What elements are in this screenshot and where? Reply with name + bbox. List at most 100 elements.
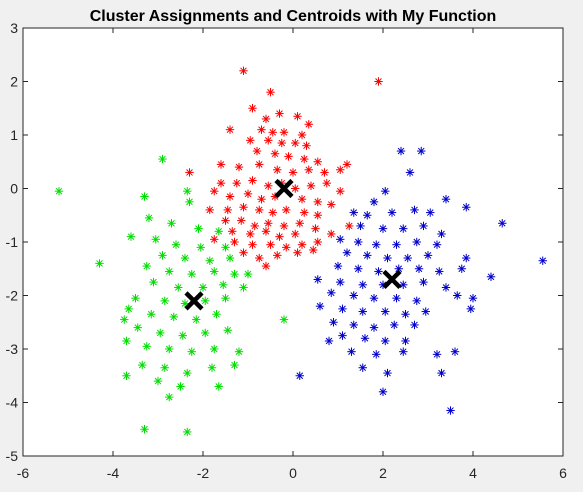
data-point-s1-20	[165, 267, 174, 276]
data-point-s0-4	[261, 114, 271, 124]
data-point-s2-76	[383, 368, 392, 378]
data-point-s1-60	[176, 382, 185, 391]
data-point-s2-72	[399, 347, 408, 356]
data-point-s0-59	[237, 216, 246, 225]
data-point-s0-51	[223, 205, 232, 215]
data-point-s0-75	[297, 240, 307, 249]
data-point-s0-24	[234, 162, 244, 172]
y-tick-label: 2	[10, 74, 18, 90]
data-point-s1-6	[167, 219, 176, 228]
data-point-s0-0	[239, 66, 248, 75]
data-point-s0-76	[313, 237, 322, 247]
data-point-s2-70	[347, 347, 356, 356]
data-point-s2-56	[381, 307, 390, 316]
data-point-s0-9	[268, 128, 277, 137]
data-point-s2-60	[329, 318, 338, 327]
data-point-s0-44	[243, 189, 253, 199]
data-point-s1-31	[160, 296, 169, 306]
x-tick-label: 0	[289, 465, 297, 481]
data-point-s2-22	[412, 237, 421, 247]
data-point-s1-36	[147, 310, 156, 319]
data-point-s1-30	[131, 293, 140, 303]
data-point-s1-52	[234, 347, 244, 356]
x-tick-label: 6	[559, 465, 567, 481]
data-point-s2-8	[387, 208, 397, 217]
data-point-s1-34	[221, 293, 230, 303]
data-point-s0-38	[291, 184, 300, 193]
data-point-s0-69	[291, 229, 300, 239]
data-point-s2-2	[405, 168, 415, 177]
data-point-s2-24	[342, 248, 352, 257]
y-tick-label: -1	[6, 234, 19, 250]
data-point-s0-56	[300, 208, 309, 217]
data-point-s1-55	[183, 368, 192, 378]
data-point-s2-0	[396, 146, 406, 156]
data-point-s1-24	[243, 269, 253, 279]
data-point-s1-49	[165, 344, 174, 354]
data-point-s2-11	[462, 203, 471, 212]
data-point-s1-8	[214, 227, 223, 236]
data-point-s0-71	[230, 237, 239, 247]
data-point-s0-48	[313, 197, 322, 207]
data-point-s2-7	[363, 211, 372, 220]
data-point-s2-25	[363, 251, 372, 260]
data-point-s1-59	[153, 376, 163, 386]
x-tick-label: 4	[469, 465, 477, 481]
data-point-s2-47	[349, 291, 358, 300]
centroid-marker-s3-0	[274, 178, 294, 199]
data-point-s1-26	[174, 283, 183, 292]
data-point-s0-18	[252, 146, 262, 156]
data-point-s2-66	[360, 334, 370, 343]
data-point-s1-43	[178, 331, 187, 340]
centroid-marker-s3-1	[184, 291, 204, 311]
data-point-s1-28	[219, 280, 228, 289]
data-point-s0-14	[264, 136, 273, 145]
data-point-s0-40	[322, 178, 331, 188]
data-point-s1-47	[122, 336, 131, 346]
data-point-s0-62	[279, 221, 289, 231]
data-point-s0-72	[248, 240, 257, 249]
data-point-s1-53	[138, 360, 147, 370]
data-point-s2-14	[399, 224, 408, 233]
data-point-s1-44	[201, 328, 210, 338]
data-point-s2-21	[392, 240, 401, 249]
data-point-s1-25	[149, 277, 158, 287]
data-point-s2-32	[374, 267, 383, 276]
data-point-s1-2	[183, 186, 192, 196]
data-point-s2-28	[423, 251, 433, 260]
data-point-s0-70	[210, 235, 219, 244]
data-point-s2-19	[354, 237, 363, 247]
data-point-s2-38	[313, 275, 322, 284]
data-point-s2-63	[390, 320, 399, 330]
data-point-s1-15	[180, 253, 190, 263]
data-point-s0-57	[313, 211, 322, 220]
data-point-s1-40	[120, 315, 129, 324]
y-tick-label: -4	[6, 395, 19, 411]
data-point-s2-34	[414, 264, 424, 273]
data-point-s1-29	[239, 283, 248, 292]
y-tick-label: 0	[10, 181, 18, 197]
axes: -6 -4 -2 0 2 4 6 3 2 1 0 -1 -2 -3 -4 -5	[6, 20, 568, 481]
y-tick-label: -3	[6, 341, 19, 357]
data-point-s0-25	[255, 160, 264, 169]
data-point-s0-3	[248, 104, 257, 113]
data-point-s0-28	[304, 165, 313, 174]
data-point-s2-45	[486, 272, 496, 281]
data-point-s2-31	[354, 264, 363, 273]
data-point-s1-10	[151, 235, 160, 244]
data-point-s0-35	[248, 176, 257, 185]
data-point-s1-1	[158, 154, 167, 164]
data-point-s0-81	[293, 248, 302, 257]
data-point-s0-67	[261, 227, 271, 236]
data-point-s1-18	[95, 259, 104, 268]
data-point-s0-47	[297, 195, 307, 204]
y-tick-label: 1	[10, 127, 18, 143]
data-point-s1-62	[165, 392, 174, 402]
data-point-s2-18	[336, 235, 345, 244]
data-point-s1-41	[133, 323, 142, 332]
data-point-s1-38	[192, 315, 201, 324]
data-point-s0-30	[336, 165, 345, 174]
data-point-s1-51	[210, 344, 219, 354]
